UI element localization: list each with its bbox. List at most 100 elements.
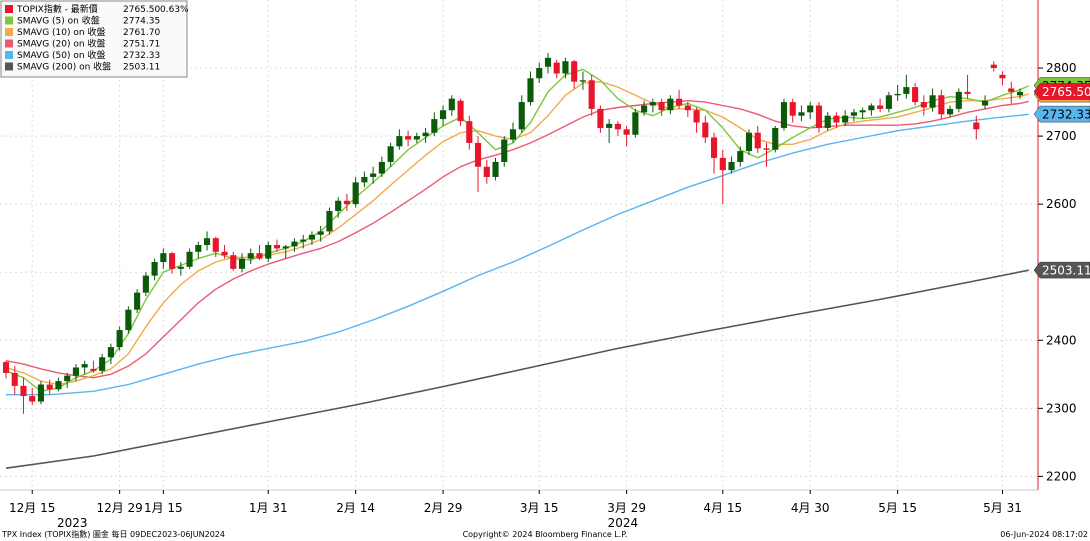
candle-body — [405, 136, 412, 140]
candle-body — [798, 112, 805, 116]
candle-body — [964, 91, 971, 94]
footer-copyright: Copyright© 2024 Bloomberg Finance L.P. — [463, 530, 628, 539]
candle-body — [780, 102, 788, 128]
candle-body — [737, 151, 744, 162]
candle-body — [676, 98, 683, 106]
candle-body — [597, 108, 604, 128]
candle-body — [772, 127, 779, 150]
x-tick-label: 5月 15 — [878, 501, 917, 515]
candle-body — [990, 64, 997, 69]
candle-body — [518, 102, 525, 130]
x-tick-label: 12月 15 — [9, 501, 55, 515]
candle-body — [562, 61, 569, 74]
candle-body — [46, 384, 53, 390]
y-tick-label: 2600 — [1046, 197, 1077, 211]
candle-body — [955, 91, 962, 109]
candle-body — [947, 108, 954, 115]
candle-body — [710, 137, 718, 158]
candle-body — [973, 122, 980, 130]
year-labels: 2023 2024 — [57, 516, 638, 530]
candle-body — [177, 266, 184, 269]
price-tag-shape — [1033, 83, 1090, 100]
x-tick-label: 3月 29 — [607, 501, 646, 515]
legend-swatch — [5, 16, 13, 25]
candle-body — [203, 238, 211, 245]
price-tag-label: 2732.33 — [1042, 108, 1090, 122]
candle-body — [107, 347, 114, 358]
legend-swatch — [5, 5, 13, 13]
legend-swatch — [5, 28, 13, 36]
candle-body — [492, 161, 499, 177]
candle-body — [824, 115, 831, 128]
candle-body — [745, 132, 753, 152]
candle-body — [352, 182, 359, 205]
moving-average-lines — [5, 68, 1029, 469]
footer-left: TPX Index (TOPIX指數) 圖金 每日 09DEC2023-06JU… — [1, 529, 225, 539]
candle-body — [134, 292, 141, 310]
candle-body — [667, 98, 674, 111]
legend-series-name: SMAVG (10) on 收盤 — [17, 26, 105, 38]
candle-body — [300, 239, 307, 242]
candle-body — [29, 396, 36, 402]
candle-body — [466, 121, 473, 143]
legend-series-value: 2774.35 — [123, 17, 160, 27]
legend-series-value: 2732.33 — [123, 51, 160, 61]
candle-body — [815, 105, 823, 128]
candle-body — [623, 129, 630, 135]
candle-body — [291, 241, 298, 247]
x-tick-label: 1月 15 — [144, 501, 183, 515]
y-tick-label: 2700 — [1046, 129, 1077, 143]
price-tag-label: 2503.11 — [1042, 264, 1090, 278]
candle-body — [413, 136, 420, 140]
legend-series-name: SMAVG (5) on 收盤 — [17, 15, 100, 27]
candle-body — [981, 100, 989, 106]
candle-body — [448, 98, 455, 111]
legend-swatch — [5, 62, 13, 71]
year-label: 2024 — [608, 516, 639, 530]
x-tick-label: 3月 15 — [520, 501, 559, 515]
candle-body — [553, 62, 560, 74]
candle-body — [64, 375, 71, 382]
candle-body — [116, 330, 123, 348]
candle-body — [90, 368, 97, 371]
candle-body — [719, 157, 726, 171]
candle-body — [457, 100, 464, 122]
candle-body — [72, 367, 79, 376]
candle-body — [230, 255, 237, 269]
legend-series-value: 2765.50 — [123, 5, 160, 15]
x-tick-label: 5月 31 — [983, 501, 1022, 515]
year-label: 2023 — [57, 516, 88, 530]
candle-body — [579, 80, 586, 82]
candle-body — [859, 110, 866, 113]
price-tag: 2732.33 — [1033, 105, 1090, 123]
candle-body — [877, 105, 884, 109]
candle-body — [903, 87, 910, 94]
candle-body — [221, 251, 228, 256]
price-tag-label: 2765.50 — [1042, 85, 1090, 99]
candle-body — [571, 61, 578, 82]
candle-body — [378, 161, 385, 174]
candle-body — [693, 110, 700, 123]
candle-body — [938, 95, 945, 115]
x-tick-label: 2月 29 — [424, 501, 463, 515]
candle-body — [186, 251, 193, 267]
price-tag-shape — [1033, 261, 1090, 279]
legend-box — [0, 0, 188, 78]
candle-body — [474, 142, 482, 167]
candle-body — [763, 148, 770, 150]
candle-body — [885, 95, 892, 109]
candle-body — [920, 102, 927, 108]
candle-body — [370, 173, 377, 177]
candle-body — [11, 372, 18, 386]
legend-series-name: SMAVG (20) on 收盤 — [17, 38, 105, 50]
candle-body — [37, 384, 45, 402]
candle-body — [912, 87, 919, 103]
x-tick-label: 12月 29 — [96, 501, 142, 515]
candle-body — [606, 123, 613, 128]
y-tick-label: 2800 — [1046, 61, 1077, 75]
legend-swatch — [5, 39, 13, 48]
candle-body — [273, 245, 281, 249]
candle-body — [614, 123, 621, 130]
legend-series-name: SMAVG (200) on 收盤 — [17, 61, 111, 73]
